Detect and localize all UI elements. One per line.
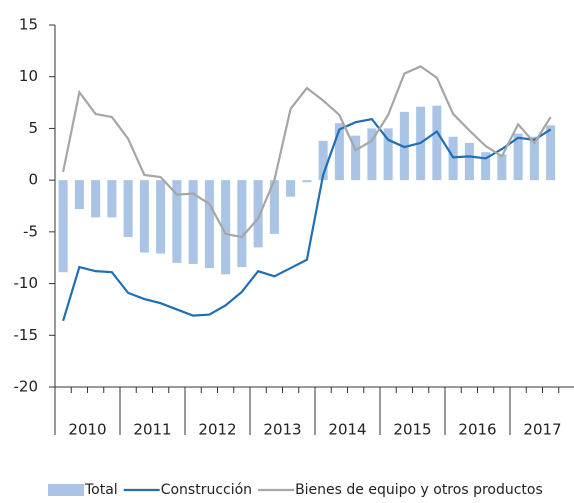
bar bbox=[269, 180, 279, 234]
bar bbox=[334, 123, 344, 181]
bar bbox=[139, 180, 149, 253]
legend-label: Construcción bbox=[161, 482, 252, 498]
bar bbox=[318, 140, 328, 181]
bar bbox=[351, 135, 361, 181]
bar bbox=[74, 180, 84, 210]
year-label: 2016 bbox=[458, 421, 496, 439]
bar bbox=[107, 180, 117, 218]
bar bbox=[546, 125, 556, 181]
bar bbox=[123, 180, 133, 238]
year-label: 2010 bbox=[68, 421, 106, 439]
legend-swatch bbox=[48, 484, 84, 496]
y-tick-label: -10 bbox=[14, 274, 39, 292]
bar bbox=[513, 133, 523, 181]
bar bbox=[529, 136, 539, 181]
y-tick-label: 5 bbox=[28, 119, 38, 137]
bar bbox=[221, 180, 231, 275]
year-label: 2017 bbox=[523, 421, 561, 439]
legend-label: Bienes de equipo y otros productos bbox=[295, 482, 543, 498]
y-tick-label: -20 bbox=[14, 378, 39, 396]
year-label: 2012 bbox=[198, 421, 236, 439]
bar bbox=[481, 152, 491, 181]
year-label: 2015 bbox=[393, 421, 431, 439]
year-label: 2011 bbox=[133, 421, 171, 439]
y-tick-label: -15 bbox=[14, 326, 39, 344]
bar bbox=[286, 180, 296, 197]
bar bbox=[367, 128, 377, 181]
bar bbox=[464, 142, 474, 181]
bar bbox=[91, 180, 101, 218]
y-tick-label: 10 bbox=[19, 67, 38, 85]
y-tick-label: -5 bbox=[23, 222, 38, 240]
bar bbox=[497, 154, 507, 181]
y-tick-label: 0 bbox=[28, 171, 38, 189]
bar bbox=[58, 180, 68, 273]
year-label: 2014 bbox=[328, 421, 366, 439]
bar bbox=[156, 180, 166, 254]
line bbox=[62, 117, 552, 322]
bar bbox=[188, 180, 198, 264]
year-label: 2013 bbox=[263, 421, 301, 439]
bar bbox=[383, 128, 393, 181]
bar bbox=[432, 105, 442, 181]
bar bbox=[253, 180, 263, 248]
bar bbox=[237, 180, 247, 268]
legend-label: Total bbox=[84, 482, 118, 498]
bar bbox=[302, 180, 312, 183]
bar bbox=[204, 180, 214, 269]
bar bbox=[172, 180, 182, 263]
y-tick-label: 15 bbox=[19, 16, 38, 34]
line bbox=[62, 65, 552, 239]
